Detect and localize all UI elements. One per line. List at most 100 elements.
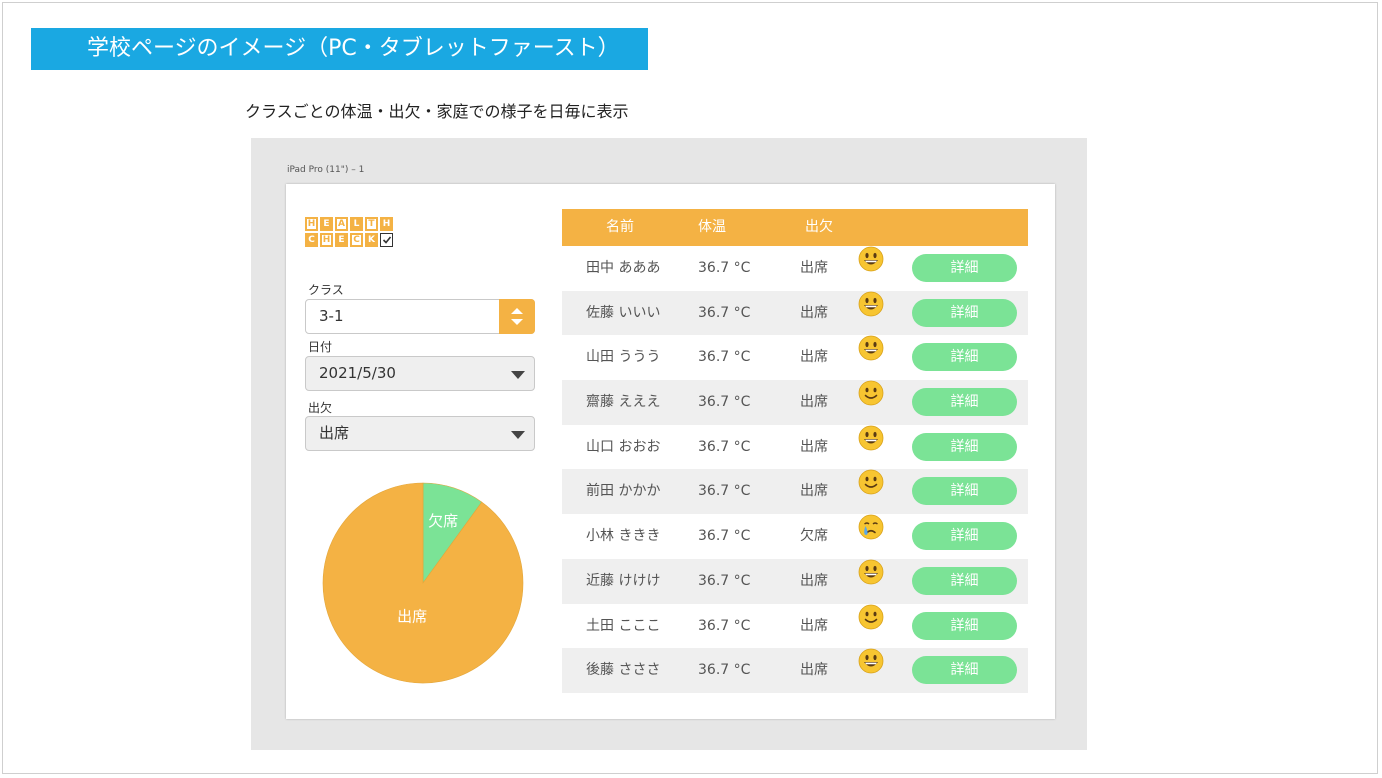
- class-label: クラス: [308, 283, 344, 297]
- table-row: 後藤 さささ 36.7 °C 出席 詳細: [562, 648, 1028, 693]
- smiling-face-icon: [858, 380, 884, 410]
- logo-letter: E: [335, 233, 348, 247]
- student-temp: 36.7 °C: [698, 438, 751, 455]
- student-name: 佐藤 いいい: [586, 304, 661, 321]
- artboard-label: iPad Pro (11") – 1: [287, 165, 365, 175]
- student-table: 名前 体温 出欠 田中 あああ 36.7 °C 出席 詳細 佐藤 いいい 36.7 °C 出…: [562, 209, 1028, 693]
- table-row: 佐藤 いいい 36.7 °C 出席 詳細: [562, 290, 1028, 336]
- student-temp: 36.7 °C: [698, 394, 751, 411]
- student-attendance: 出席: [800, 394, 828, 411]
- student-temp: 36.7 °C: [698, 304, 751, 321]
- smiling-face-icon: [858, 604, 884, 634]
- student-name: 山田 ううう: [586, 349, 661, 366]
- detail-button[interactable]: 詳細: [912, 522, 1017, 551]
- student-temp: 36.7 °C: [698, 617, 751, 634]
- logo-letter: K: [365, 233, 378, 247]
- student-name: 山口 おおお: [586, 438, 661, 455]
- detail-button[interactable]: 詳細: [912, 388, 1017, 417]
- student-temp: 36.7 °C: [698, 572, 751, 589]
- grinning-face-icon: [858, 335, 884, 365]
- grinning-face-icon: [858, 291, 884, 321]
- table-header: 名前 体温 出欠: [562, 209, 1028, 246]
- student-attendance: 出席: [800, 349, 828, 366]
- header-attendance: 出欠: [805, 219, 833, 235]
- student-name: 小林 ききき: [586, 528, 661, 545]
- table-row: 田中 あああ 36.7 °C 出席 詳細: [562, 246, 1028, 291]
- table-row: 土田 こここ 36.7 °C 出席 詳細: [562, 604, 1028, 649]
- student-attendance: 出席: [800, 572, 828, 589]
- student-attendance: 出席: [800, 483, 828, 500]
- student-attendance: 出席: [800, 438, 828, 455]
- student-name: 前田 かかか: [586, 483, 661, 500]
- student-name: 土田 こここ: [586, 617, 661, 634]
- date-value: 2021/5/30: [319, 364, 396, 382]
- checkmark-icon: [380, 233, 393, 247]
- table-row: 近藤 けけけ 36.7 °C 出席 詳細: [562, 558, 1028, 604]
- detail-button[interactable]: 詳細: [912, 343, 1017, 372]
- grinning-face-icon: [858, 425, 884, 455]
- date-select[interactable]: 2021/5/30: [305, 356, 535, 391]
- detail-button[interactable]: 詳細: [912, 254, 1017, 282]
- student-temp: 36.7 °C: [698, 662, 751, 679]
- attendance-value: 出席: [319, 424, 350, 442]
- detail-button[interactable]: 詳細: [912, 298, 1017, 327]
- detail-button[interactable]: 詳細: [912, 566, 1017, 595]
- detail-button[interactable]: 詳細: [912, 611, 1017, 640]
- grinning-face-icon: [858, 246, 884, 276]
- detail-button[interactable]: 詳細: [912, 432, 1017, 461]
- student-attendance: 出席: [800, 260, 828, 276]
- pie-slice-label: 欠席: [428, 512, 458, 530]
- logo-letter: C: [350, 233, 363, 247]
- logo-letter: E: [320, 217, 333, 231]
- grinning-face-icon: [858, 559, 884, 589]
- table-row: 山口 おおお 36.7 °C 出席 詳細: [562, 425, 1028, 470]
- table-row: 小林 ききき 36.7 °C 欠席 詳細: [562, 514, 1028, 559]
- slide-subtitle: クラスごとの体温・出欠・家庭での様子を日毎に表示: [245, 102, 629, 121]
- logo-letter: L: [350, 217, 363, 231]
- attendance-select[interactable]: 出席: [305, 416, 535, 451]
- student-attendance: 欠席: [800, 528, 828, 545]
- grinning-face-icon: [858, 648, 884, 678]
- stepper-arrows-icon[interactable]: [499, 299, 535, 334]
- slide-title: 学校ページのイメージ（PC・タブレットファースト）: [31, 28, 648, 70]
- class-value: 3-1: [319, 307, 344, 325]
- student-temp: 36.7 °C: [698, 260, 751, 276]
- student-attendance: 出席: [800, 304, 828, 321]
- table-row: 齋藤 えええ 36.7 °C 出席 詳細: [562, 380, 1028, 425]
- header-temp: 体温: [698, 219, 726, 235]
- student-attendance: 出席: [800, 617, 828, 634]
- detail-button[interactable]: 詳細: [912, 656, 1017, 685]
- class-stepper[interactable]: 3-1: [305, 299, 535, 334]
- logo-letter: T: [365, 217, 378, 231]
- logo-letter: A: [335, 217, 348, 231]
- attendance-label: 出欠: [308, 401, 333, 415]
- pie-slice-label: 出席: [397, 607, 427, 625]
- logo-letter: H: [380, 217, 393, 231]
- chevron-down-icon: [511, 431, 525, 439]
- detail-button[interactable]: 詳細: [912, 477, 1017, 506]
- student-name: 齋藤 えええ: [586, 394, 661, 411]
- crying-face-icon: [858, 514, 884, 544]
- chevron-down-icon: [511, 371, 525, 379]
- logo-letter: C: [305, 233, 318, 247]
- student-temp: 36.7 °C: [698, 528, 751, 545]
- header-name: 名前: [606, 219, 634, 235]
- student-temp: 36.7 °C: [698, 349, 751, 366]
- table-row: 前田 かかか 36.7 °C 出席 詳細: [562, 469, 1028, 515]
- student-name: 後藤 さささ: [586, 662, 661, 679]
- student-temp: 36.7 °C: [698, 483, 751, 500]
- logo-letter: H: [320, 233, 333, 247]
- table-row: 山田 ううう 36.7 °C 出席 詳細: [562, 335, 1028, 380]
- logo-letter: H: [305, 217, 318, 231]
- student-attendance: 出席: [800, 662, 828, 679]
- date-label: 日付: [308, 340, 333, 354]
- student-name: 田中 あああ: [586, 260, 661, 276]
- pie-slice: [322, 482, 524, 684]
- student-name: 近藤 けけけ: [586, 572, 661, 589]
- smiling-face-icon: [858, 469, 884, 499]
